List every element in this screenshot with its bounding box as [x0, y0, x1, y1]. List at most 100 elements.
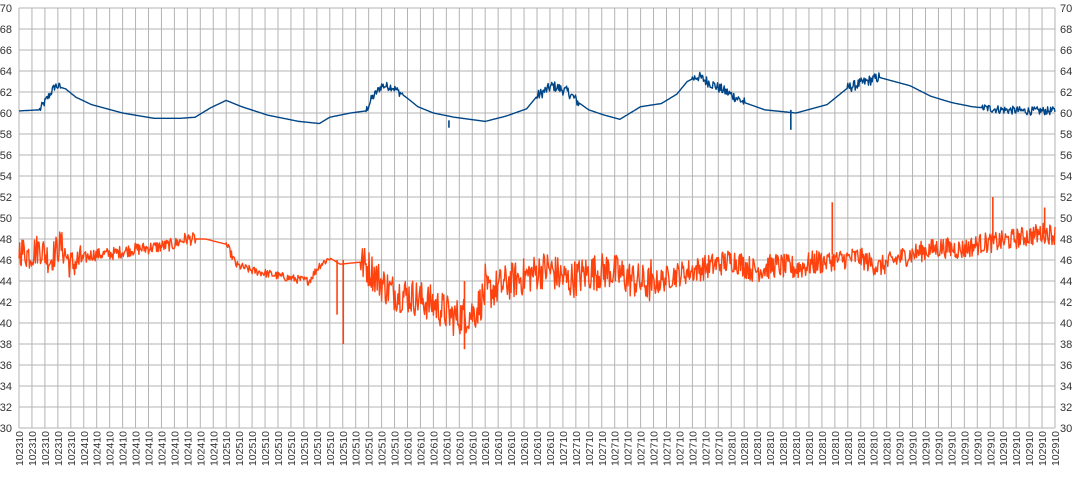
grid-lines — [18, 7, 1056, 429]
x-tick-label: 102310 — [40, 431, 52, 466]
x-tick-label: 102610 — [506, 431, 518, 466]
x-tick-label: 102710 — [571, 431, 583, 466]
x-tick-label: 102710 — [610, 431, 622, 466]
x-tick-label: 102510 — [286, 431, 298, 466]
series-line-1 — [18, 222, 1056, 337]
x-tick-label: 102310 — [27, 431, 39, 466]
x-tick-label: 102910 — [998, 431, 1010, 466]
y-tick-label-left: 52 — [0, 192, 12, 204]
x-tick-label: 102910 — [895, 431, 907, 466]
x-tick-label: 102810 — [765, 431, 777, 466]
x-tick-label: 102610 — [480, 431, 492, 466]
y-tick-label-left: 60 — [0, 108, 12, 120]
x-tick-label: 102410 — [195, 431, 207, 466]
y-axis-left: 30 32 34 36 38 40 42 44 46 48 50 52 54 56 58 60 62 64 66 68… — [0, 3, 12, 435]
y-tick-label-left: 50 — [0, 213, 12, 225]
x-tick-label: 102510 — [247, 431, 259, 466]
x-tick-label: 102910 — [908, 431, 920, 466]
x-tick-label: 102510 — [273, 431, 285, 466]
y-tick-label-right: 70 — [1060, 3, 1072, 15]
x-tick-label: 102510 — [299, 431, 311, 466]
y-tick-label-right: 40 — [1060, 318, 1072, 330]
x-tick-label: 102810 — [817, 431, 829, 466]
x-tick-label: 102710 — [713, 431, 725, 466]
x-tick-label: 102810 — [856, 431, 868, 466]
x-tick-label: 102410 — [118, 431, 130, 466]
x-tick-label: 102810 — [791, 431, 803, 466]
x-tick-label: 102910 — [1037, 431, 1049, 466]
y-tick-label-right: 58 — [1060, 129, 1072, 141]
x-axis: 102310 102310 102310 102310 102310 102410 1024… — [14, 431, 1062, 466]
x-tick-label: 102510 — [338, 431, 350, 466]
y-tick-label-left: 30 — [0, 423, 12, 435]
y-tick-label-right: 60 — [1060, 108, 1072, 120]
y-tick-label-left: 38 — [0, 339, 12, 351]
x-tick-label: 102410 — [79, 431, 91, 466]
x-tick-label: 102710 — [662, 431, 674, 466]
x-tick-label: 102910 — [1011, 431, 1023, 466]
y-tick-label-left: 42 — [0, 297, 12, 309]
y-tick-label-left: 70 — [0, 3, 12, 15]
y-tick-label-right: 38 — [1060, 339, 1072, 351]
x-tick-label: 102910 — [933, 431, 945, 466]
y-tick-label-right: 68 — [1060, 24, 1072, 36]
x-tick-label: 102510 — [351, 431, 363, 466]
x-tick-label: 102410 — [105, 431, 117, 466]
series-group — [18, 71, 1056, 350]
y-tick-label-left: 46 — [0, 255, 12, 267]
x-tick-label: 102910 — [1024, 431, 1036, 466]
x-tick-label: 102710 — [687, 431, 699, 466]
x-tick-label: 102810 — [830, 431, 842, 466]
x-tick-label: 102810 — [778, 431, 790, 466]
x-tick-label: 102710 — [636, 431, 648, 466]
x-tick-label: 102810 — [882, 431, 894, 466]
y-tick-label-right: 34 — [1060, 381, 1072, 393]
x-tick-label: 102710 — [597, 431, 609, 466]
y-tick-label-right: 48 — [1060, 234, 1072, 246]
x-tick-label: 102610 — [415, 431, 427, 466]
x-tick-label: 102610 — [532, 431, 544, 466]
y-tick-label-right: 42 — [1060, 297, 1072, 309]
x-tick-label: 102910 — [972, 431, 984, 466]
x-tick-label: 102610 — [454, 431, 466, 466]
y-tick-label-right: 52 — [1060, 192, 1072, 204]
x-tick-label: 102810 — [752, 431, 764, 466]
y-tick-label-left: 68 — [0, 24, 12, 36]
x-tick-label: 102810 — [843, 431, 855, 466]
x-tick-label: 102610 — [441, 431, 453, 466]
y-tick-label-right: 44 — [1060, 276, 1072, 288]
y-tick-label-left: 40 — [0, 318, 12, 330]
y-tick-label-right: 62 — [1060, 87, 1072, 99]
y-tick-label-right: 50 — [1060, 213, 1072, 225]
y-tick-label-left: 64 — [0, 66, 12, 78]
y-tick-label-left: 34 — [0, 381, 12, 393]
x-tick-label: 102810 — [869, 431, 881, 466]
x-tick-label: 102510 — [390, 431, 402, 466]
x-tick-label: 102610 — [467, 431, 479, 466]
x-tick-label: 102710 — [584, 431, 596, 466]
x-tick-label: 102610 — [403, 431, 415, 466]
x-tick-label: 102510 — [312, 431, 324, 466]
y-tick-label-left: 62 — [0, 87, 12, 99]
y-tick-label-right: 56 — [1060, 150, 1072, 162]
x-tick-label: 102710 — [649, 431, 661, 466]
x-tick-label: 102710 — [623, 431, 635, 466]
x-tick-label: 102910 — [946, 431, 958, 466]
y-tick-label-left: 58 — [0, 129, 12, 141]
x-tick-label: 102410 — [182, 431, 194, 466]
series-line-0 — [19, 71, 1056, 125]
y-tick-label-left: 54 — [0, 171, 12, 183]
x-tick-label: 102510 — [377, 431, 389, 466]
x-tick-label: 102410 — [169, 431, 181, 466]
y-tick-label-left: 56 — [0, 150, 12, 162]
x-tick-label: 102810 — [804, 431, 816, 466]
x-tick-label: 102710 — [674, 431, 686, 466]
x-tick-label: 102510 — [234, 431, 246, 466]
x-tick-label: 102810 — [726, 431, 738, 466]
x-tick-label: 102510 — [260, 431, 272, 466]
y-tick-label-left: 66 — [0, 45, 12, 57]
x-tick-label: 102310 — [66, 431, 78, 466]
y-tick-label-right: 66 — [1060, 45, 1072, 57]
x-tick-label: 102910 — [959, 431, 971, 466]
